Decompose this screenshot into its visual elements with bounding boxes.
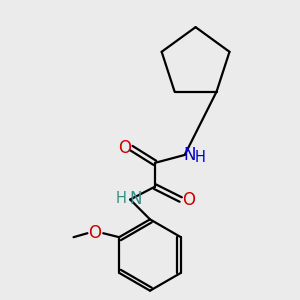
Text: N: N xyxy=(183,146,196,164)
Text: O: O xyxy=(182,190,195,208)
Text: H: H xyxy=(195,150,206,165)
Text: O: O xyxy=(118,139,131,157)
Text: O: O xyxy=(88,224,101,242)
Text: H: H xyxy=(116,191,127,206)
Text: N: N xyxy=(129,190,141,208)
